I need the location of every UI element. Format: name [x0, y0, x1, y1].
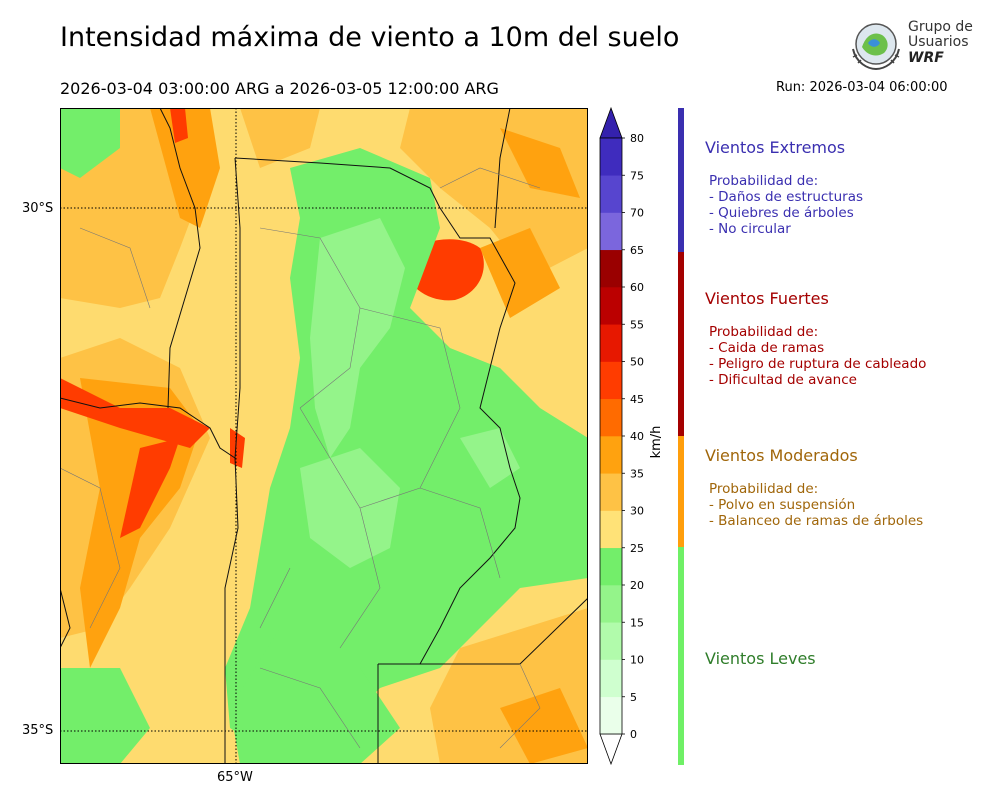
- logo-text-line2: Usuarios: [908, 34, 969, 50]
- colorbar-tick-label: 55: [630, 318, 644, 331]
- colorbar-tick-label: 35: [630, 467, 644, 480]
- logo-text-wrf: WRF: [908, 50, 944, 66]
- category-bar-extremos: [678, 108, 684, 252]
- colorbar-segment: [600, 659, 622, 698]
- colorbar-tick-label: 65: [630, 244, 644, 257]
- department-boundaries: [60, 167, 541, 749]
- colorbar-segment: [600, 249, 622, 288]
- category-bar-leves: [678, 547, 684, 765]
- wind-intensity-map: [60, 108, 588, 764]
- map-title: Intensidad máxima de viento a 10m del su…: [60, 22, 680, 53]
- desc-line: - Dificultad de avance: [709, 372, 857, 388]
- colorbar-tick-label: 25: [630, 542, 644, 555]
- colorbar-segment: [600, 473, 622, 511]
- desc-line: - Quiebres de árboles: [709, 205, 854, 221]
- desc-line: - Caida de ramas: [709, 340, 825, 356]
- colorbar-segment: [600, 175, 622, 213]
- globe-logo-icon: [852, 23, 900, 71]
- lat-label-35s: 35°S: [22, 723, 54, 738]
- category-bar-fuertes: [678, 252, 684, 436]
- colorbar-segment: [600, 696, 622, 735]
- lat-label-30s: 30°S: [22, 201, 54, 216]
- colorbar-extend-max: [599, 106, 623, 139]
- logo-text-line1: Grupo de: [908, 19, 973, 35]
- colorbar-tick-label: 60: [630, 281, 644, 294]
- colorbar-segment: [600, 324, 622, 362]
- category-leves-title: Vientos Leves: [705, 649, 816, 668]
- colorbar-tick-label: 20: [630, 579, 644, 592]
- desc-line: - Polvo en suspensión: [709, 497, 856, 513]
- colorbar-tick-label: 45: [630, 393, 644, 406]
- colorbar-tick-label: 75: [630, 169, 644, 182]
- colorbar-tick-label: 15: [630, 616, 644, 629]
- colorbar-segment: [600, 622, 622, 660]
- desc-line: Probabilidad de:: [709, 324, 819, 340]
- category-fuertes-title: Vientos Fuertes: [705, 289, 829, 308]
- colorbar-tick-label: 70: [630, 207, 644, 220]
- desc-line: - Peligro de ruptura de cableado: [709, 356, 927, 372]
- category-moderados-title: Vientos Moderados: [705, 446, 858, 465]
- colorbar-segment: [600, 287, 622, 325]
- lon-label-65w: 65°W: [217, 770, 253, 785]
- colorbar-segment: [600, 361, 622, 400]
- category-bar: [678, 108, 684, 765]
- colorbar-tick-label: 5: [630, 691, 637, 704]
- category-extremos-desc: Probabilidad de: - Daños de estructuras …: [709, 173, 863, 237]
- category-moderados-desc: Probabilidad de: - Polvo en suspensión -…: [709, 481, 923, 529]
- wrf-user-group-logo: Grupo de Usuarios WRF: [848, 17, 978, 73]
- province-boundaries: [60, 108, 588, 764]
- desc-line: - Daños de estructuras: [709, 189, 864, 205]
- colorbar-segment: [600, 436, 622, 474]
- category-extremos-title: Vientos Extremos: [705, 138, 846, 157]
- colorbar: 0 5 10 15 20 25 30 35 40 45 50 55 60 65 70 75 80 km/h: [599, 106, 664, 766]
- colorbar-segment: [600, 212, 622, 251]
- colorbar-segment: [600, 398, 622, 437]
- desc-line: - No circular: [709, 221, 791, 237]
- zone-15-20: [300, 218, 520, 568]
- colorbar-segment: [600, 138, 622, 176]
- run-label: Run: 2026-03-04 06:00:00: [776, 80, 948, 95]
- colorbar-tick-label: 80: [630, 132, 644, 145]
- colorbar-segment: [600, 547, 622, 586]
- category-bar-moderados: [678, 436, 684, 547]
- colorbar-tick-label: 0: [630, 728, 637, 741]
- colorbar-tick-label: 50: [630, 356, 644, 369]
- category-fuertes-desc: Probabilidad de: - Caida de ramas - Peli…: [709, 324, 926, 388]
- colorbar-segment: [600, 585, 622, 623]
- desc-line: - Balanceo de ramas de árboles: [709, 513, 924, 529]
- desc-line: Probabilidad de:: [709, 173, 819, 189]
- colorbar-unit-label: km/h: [649, 426, 664, 459]
- colorbar-extend-min: [599, 733, 623, 766]
- colorbar-segment: [600, 510, 622, 549]
- forecast-period: 2026-03-04 03:00:00 ARG a 2026-03-05 12:…: [60, 79, 499, 98]
- map-frame: [60, 108, 588, 764]
- desc-line: Probabilidad de:: [709, 481, 819, 497]
- colorbar-tick-label: 30: [630, 505, 644, 518]
- colorbar-tick-label: 40: [630, 430, 644, 443]
- colorbar-tick-label: 10: [630, 654, 644, 667]
